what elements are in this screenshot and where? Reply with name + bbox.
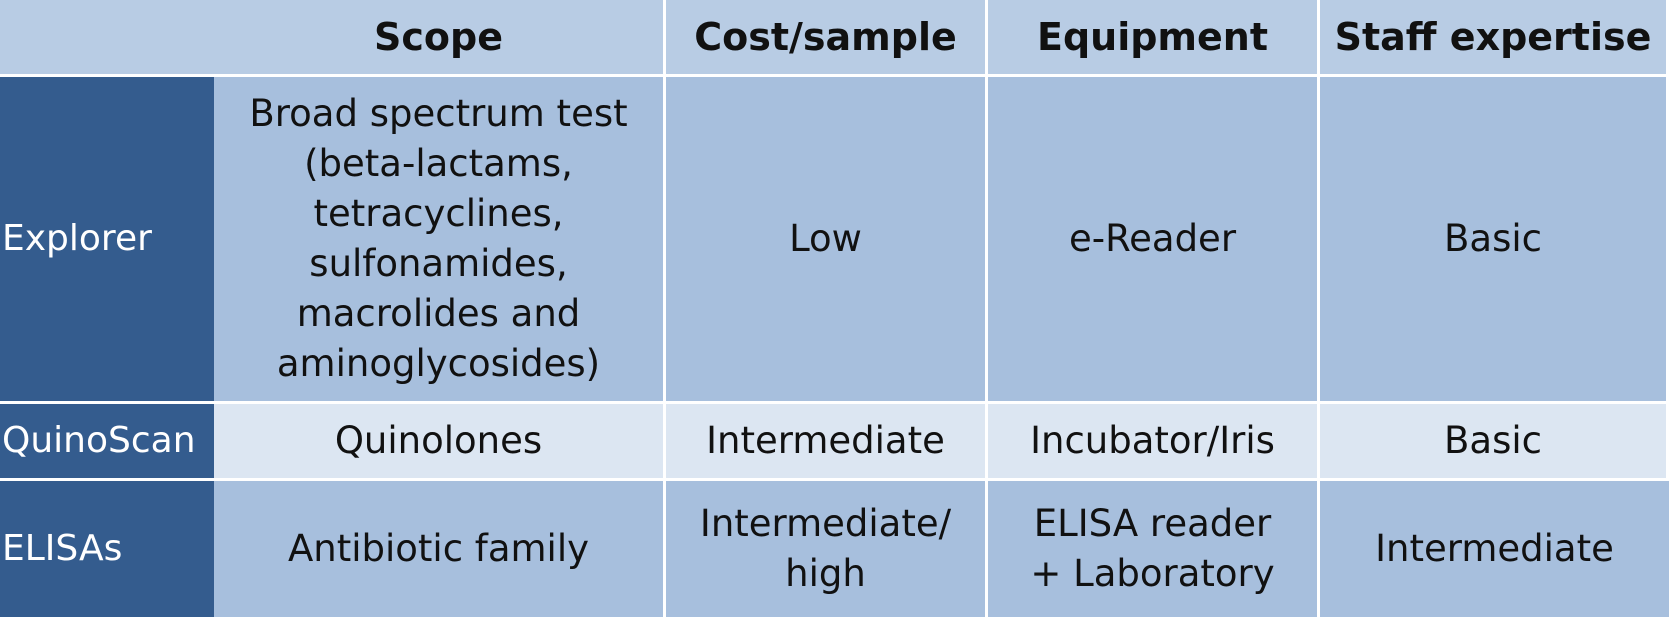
cell-quinoscan-cost: Intermediate bbox=[666, 404, 988, 481]
header-cost-sample: Cost/sample bbox=[666, 0, 988, 77]
cell-explorer-staff: Basic bbox=[1320, 77, 1669, 404]
row-label-quinoscan: QuinoScan bbox=[0, 404, 214, 481]
row-label-explorer: Explorer bbox=[0, 77, 214, 404]
cell-quinoscan-equipment: Incubator/Iris bbox=[988, 404, 1320, 481]
cell-elisas-staff: Intermediate bbox=[1320, 481, 1669, 620]
header-equipment: Equipment bbox=[988, 0, 1320, 77]
cell-quinoscan-scope: Quinolones bbox=[214, 404, 666, 481]
row-label-elisas: ELISAs bbox=[0, 481, 214, 620]
cell-explorer-cost: Low bbox=[666, 77, 988, 404]
cell-elisas-equipment: ELISA reader + Laboratory bbox=[988, 481, 1320, 620]
cell-elisas-scope: Antibiotic family bbox=[214, 481, 666, 620]
cell-elisas-cost: Intermediate/ high bbox=[666, 481, 988, 620]
cell-explorer-equipment: e-Reader bbox=[988, 77, 1320, 404]
cell-quinoscan-staff: Basic bbox=[1320, 404, 1669, 481]
cell-explorer-scope: Broad spectrum test (beta-lactams, tetra… bbox=[214, 77, 666, 404]
header-corner bbox=[0, 0, 214, 77]
header-staff-expertise: Staff expertise bbox=[1320, 0, 1669, 77]
header-scope: Scope bbox=[214, 0, 666, 77]
